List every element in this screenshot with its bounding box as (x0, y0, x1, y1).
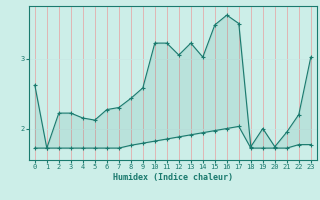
X-axis label: Humidex (Indice chaleur): Humidex (Indice chaleur) (113, 173, 233, 182)
